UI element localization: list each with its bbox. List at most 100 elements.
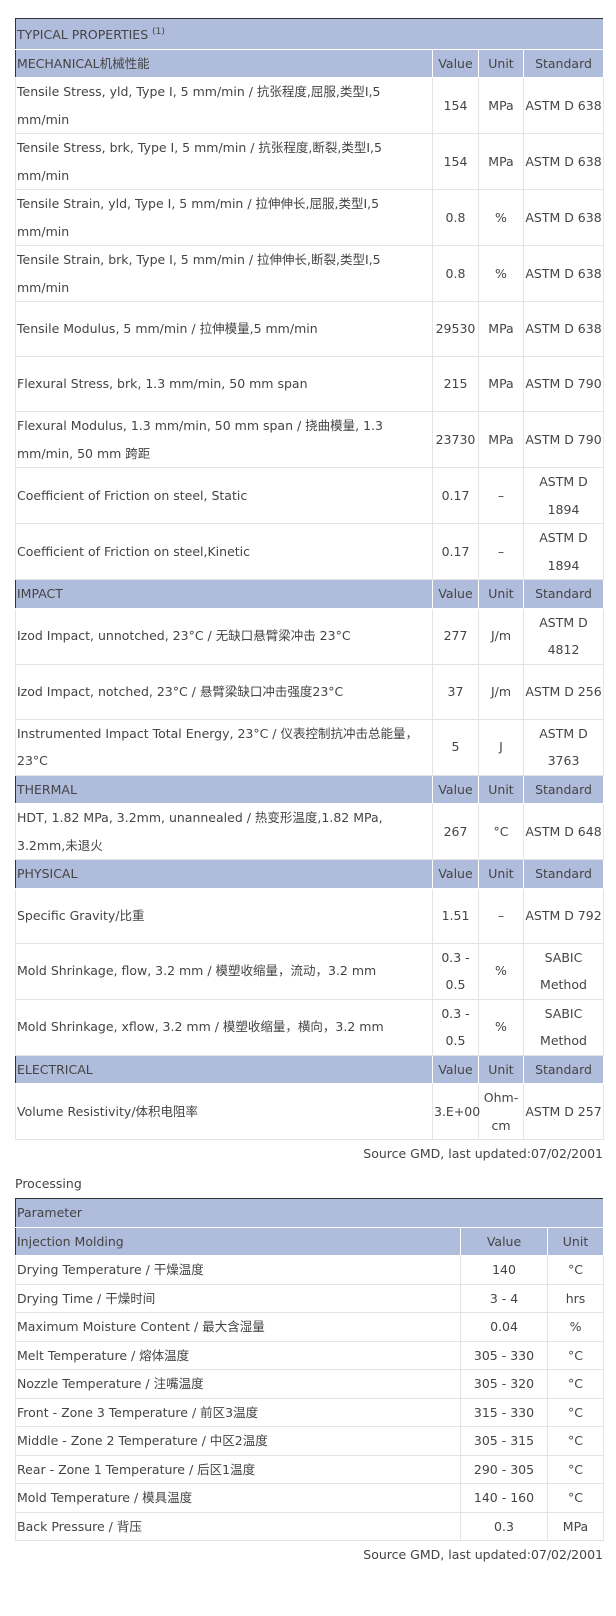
property-name: Flexural Modulus, 1.3 mm/min, 50 mm span… (15, 411, 433, 469)
property-name: Coefficient of Friction on steel,Kinetic (15, 523, 433, 581)
unit: – (478, 887, 524, 944)
section-name: ELECTRICAL (15, 1055, 433, 1085)
value: 0.3 - 0.5 (432, 998, 479, 1056)
col-standard: Standard (523, 775, 604, 805)
col-unit: Unit (478, 775, 524, 805)
col-standard: Standard (523, 859, 604, 889)
value: 29530 (432, 301, 479, 358)
standard: ASTM D 257 (523, 1083, 604, 1141)
unit: J/m (478, 663, 524, 720)
value: 315 - 330 (460, 1397, 548, 1428)
table-row: Mold Temperature / 模具温度 140 - 160 °C (15, 1483, 605, 1513)
unit: °C (546, 1397, 605, 1428)
property-name: Tensile Stress, yld, Type I, 5 mm/min / … (15, 77, 433, 135)
col-standard: Standard (523, 579, 604, 609)
value: 3 - 4 (460, 1283, 548, 1314)
unit: °C (546, 1454, 605, 1485)
value: 305 - 315 (460, 1426, 548, 1456)
value: 0.8 (432, 245, 479, 303)
standard: ASTM D 792 (523, 887, 604, 944)
standard: ASTM D 1894 (523, 523, 604, 581)
table-row: Volume Resistivity/体积电阻率 3.E+00 Ohm-cm ASTM… (15, 1083, 604, 1141)
value: 0.3 (460, 1511, 548, 1542)
parameter-name: Maximum Moisture Content / 最大含湿量 (15, 1312, 461, 1342)
table-row: Back Pressure / 背压 0.3 MPa (15, 1511, 605, 1542)
col-unit: Unit (478, 49, 524, 79)
unit: J (478, 718, 524, 776)
properties-title: TYPICAL PROPERTIES (1) (15, 18, 604, 50)
table-row: Flexural Stress, brk, 1.3 mm/min, 50 mm … (15, 356, 604, 413)
table-row: Izod Impact, notched, 23°C / 悬臂梁缺口冲击强度23… (15, 663, 604, 720)
table-row: Coefficient of Friction on steel, Static… (15, 467, 604, 525)
property-name: Flexural Stress, brk, 1.3 mm/min, 50 mm … (15, 356, 433, 413)
col-unit: Unit (478, 859, 524, 889)
parameter-name: Nozzle Temperature / 注嘴温度 (15, 1369, 461, 1399)
value: 0.17 (432, 523, 479, 581)
section-name: IMPACT (15, 579, 433, 609)
datasheet: TYPICAL PROPERTIES (1) MECHANICAL机械性能 Val… (15, 18, 605, 1577)
section-name: PHYSICAL (15, 859, 433, 889)
section-name: THERMAL (15, 775, 433, 805)
col-value: Value (432, 775, 479, 805)
value: 305 - 320 (460, 1369, 548, 1399)
property-name: Tensile Modulus, 5 mm/min / 拉伸模量,5 mm/mi… (15, 301, 433, 358)
col-unit: Unit (478, 1055, 524, 1085)
table-row: Tensile Modulus, 5 mm/min / 拉伸模量,5 mm/mi… (15, 301, 604, 358)
table-row: Melt Temperature / 熔体温度 305 - 330 °C (15, 1340, 605, 1371)
property-name: Tensile Strain, brk, Type I, 5 mm/min / … (15, 245, 433, 303)
unit: MPa (546, 1511, 605, 1542)
unit: Ohm-cm (478, 1083, 524, 1141)
property-name: Mold Shrinkage, flow, 3.2 mm / 模塑收缩量，流动，… (15, 942, 433, 1000)
property-name: Izod Impact, notched, 23°C / 悬臂梁缺口冲击强度23… (15, 663, 433, 720)
unit: MPa (478, 133, 524, 191)
property-name: Mold Shrinkage, xflow, 3.2 mm / 模塑收缩量，横向… (15, 998, 433, 1056)
parameter-name: Middle - Zone 2 Temperature / 中区2温度 (15, 1426, 461, 1456)
table-row: Drying Time / 干燥时间 3 - 4 hrs (15, 1283, 605, 1314)
unit: – (478, 523, 524, 581)
value: 23730 (432, 411, 479, 469)
value: 37 (432, 663, 479, 720)
processing-table: Parameter Injection Molding Value Unit Dry… (15, 1198, 605, 1542)
unit: °C (546, 1426, 605, 1456)
standard: SABIC Method (523, 942, 604, 1000)
table-row: Tensile Strain, yld, Type I, 5 mm/min / … (15, 189, 604, 247)
col-standard: Standard (523, 1055, 604, 1085)
standard: ASTM D 638 (523, 245, 604, 303)
unit: hrs (546, 1283, 605, 1314)
table-row: Rear - Zone 1 Temperature / 后区1温度 290 - 3… (15, 1454, 605, 1485)
property-name: Volume Resistivity/体积电阻率 (15, 1083, 433, 1141)
value: 154 (432, 77, 479, 135)
processing-source: Source GMD, last updated:07/02/2001 (363, 1547, 603, 1563)
unit: MPa (478, 356, 524, 413)
property-name: HDT, 1.82 MPa, 3.2mm, unannealed / 热变形温度… (15, 803, 433, 861)
standard: ASTM D 790 (523, 356, 604, 413)
unit: % (478, 245, 524, 303)
col-value: Value (432, 1055, 479, 1085)
unit: °C (546, 1369, 605, 1399)
table-row: Instrumented Impact Total Energy, 23°C /… (15, 718, 604, 776)
standard: ASTM D 638 (523, 133, 604, 191)
standard: ASTM D 638 (523, 301, 604, 358)
value: 0.8 (432, 189, 479, 247)
value: 0.04 (460, 1312, 548, 1342)
parameter-name: Back Pressure / 背压 (15, 1511, 461, 1542)
properties-table: TYPICAL PROPERTIES (1) MECHANICAL机械性能 Val… (15, 18, 604, 1141)
col-value: Value (432, 859, 479, 889)
section-header-row: IMPACT Value Unit Standard (15, 579, 604, 609)
value: 215 (432, 356, 479, 413)
unit: % (478, 998, 524, 1056)
unit: MPa (478, 301, 524, 358)
parameter-name: Drying Temperature / 干燥温度 (15, 1255, 461, 1285)
property-name: Tensile Stress, brk, Type I, 5 mm/min / … (15, 133, 433, 191)
table-row: Specific Gravity/比重 1.51– ASTM D 792 (15, 887, 604, 944)
section-header-row: PHYSICAL Value Unit Standard (15, 859, 604, 889)
col-value: Value (460, 1227, 548, 1257)
section-header-row: MECHANICAL机械性能 Value Unit Standard (15, 49, 604, 79)
value: 154 (432, 133, 479, 191)
section-header-row: ELECTRICAL Value Unit Standard (15, 1055, 604, 1085)
standard: ASTM D 638 (523, 189, 604, 247)
table-row: Tensile Strain, brk, Type I, 5 mm/min / … (15, 245, 604, 303)
properties-source: Source GMD, last updated:07/02/2001 (363, 1146, 603, 1162)
property-name: Instrumented Impact Total Energy, 23°C /… (15, 718, 433, 776)
processing-label: Processing (15, 1176, 82, 1192)
